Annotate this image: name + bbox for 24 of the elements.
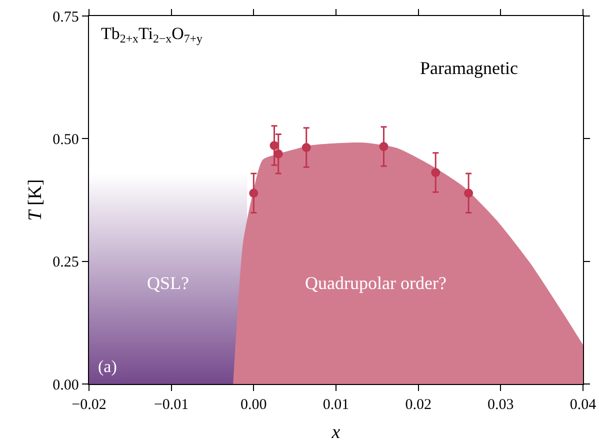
- point: [379, 142, 388, 152]
- x-tick-label: 0.04: [570, 397, 597, 414]
- point: [464, 188, 474, 198]
- annotation: Quadrupolar order?: [305, 273, 446, 293]
- annotation: Tb$_{2+x}$Ti$_{2−x}$O$_{7+y}$: [101, 24, 203, 46]
- y-tick-label: 0.50: [52, 132, 79, 148]
- x-tick-label: −0.02: [72, 397, 106, 414]
- annotation: (a): [98, 357, 117, 376]
- x-tick-label: −0.01: [154, 397, 189, 414]
- x-axis-title: x: [330, 422, 341, 443]
- y-tick-label: 0.00: [52, 377, 79, 394]
- x-tick-label: 0.03: [488, 397, 514, 414]
- point: [431, 168, 440, 178]
- annotation: QSL?: [147, 273, 190, 293]
- point: [302, 143, 311, 152]
- point: [270, 141, 279, 150]
- x-tick-label: 0.02: [405, 397, 432, 414]
- y-tick-label: 0.25: [52, 254, 79, 271]
- annotation: Paramagnetic: [420, 58, 518, 78]
- point: [249, 188, 258, 198]
- x-tick-label: 0.01: [322, 397, 350, 414]
- x-tick-label: 0.00: [240, 397, 267, 414]
- y-axis-title: T [K]: [24, 179, 46, 221]
- y-tick-label: 0.75: [52, 9, 79, 26]
